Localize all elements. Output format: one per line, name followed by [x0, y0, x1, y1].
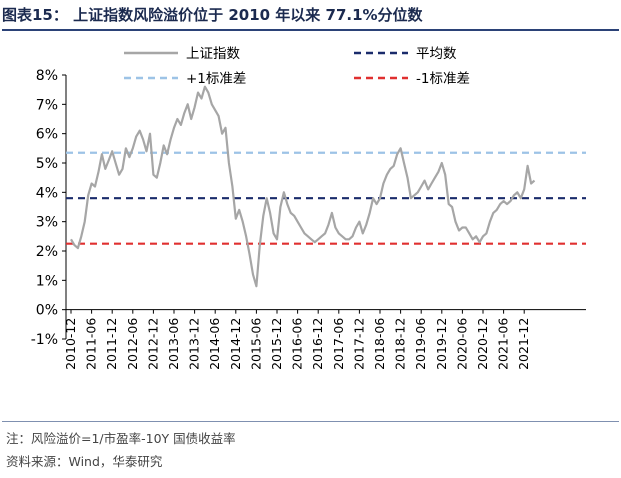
x-tick-label: 2017-12: [351, 318, 366, 370]
legend-mean-label: 平均数: [416, 46, 457, 62]
y-tick-label: 4%: [36, 185, 58, 201]
x-tick-label: 2012-12: [145, 318, 160, 370]
x-tick-label: 2014-12: [228, 318, 243, 370]
x-tick-label: 2013-06: [166, 318, 181, 370]
y-tick-label: -1%: [31, 332, 58, 348]
y-tick-label: 8%: [36, 68, 58, 84]
chart-title: 图表15： 上证指数风险溢价位于 2010 年以来 77.1%分位数: [2, 6, 423, 24]
x-tick-label: 2011-12: [104, 318, 119, 370]
x-tick-label: 2021-12: [516, 318, 531, 370]
y-tick-labels: -1% 0% 1% 2% 3% 4% 5% 6% 7% 8%: [31, 68, 58, 348]
x-tick-label: 2020-06: [454, 318, 469, 370]
x-tick-label: 2013-12: [187, 318, 202, 370]
x-tick-label: 2018-06: [372, 318, 387, 370]
x-tick-label: 2021-06: [496, 318, 511, 370]
x-tick-label: 2020-12: [475, 318, 490, 370]
x-tick-label: 2014-06: [207, 318, 222, 370]
x-tick-label: 2011-06: [84, 318, 99, 370]
x-tick-label: 2015-12: [269, 318, 284, 370]
x-tick-labels: 2010-12 2011-06 2011-12 2012-06 2012-12 2013-…: [63, 318, 531, 370]
title-rule: [2, 29, 619, 31]
legend-minus-1sd-label: -1标准差: [416, 71, 470, 87]
y-tick-label: 2%: [36, 244, 58, 260]
y-tick-label: 6%: [36, 127, 58, 143]
risk-premium-chart: 上证指数 平均数+1标准差 -1标准差 -1%0%1%2%3%4%5%6%7%8% …: [31, 46, 586, 370]
source-note: 资料来源：Wind，华泰研究: [6, 454, 163, 469]
x-tick-label: 2019-12: [434, 318, 449, 370]
x-tick-label: 2016-12: [310, 318, 325, 370]
legend-plus-1sd-label: +1标准差: [186, 71, 246, 87]
y-tick-label: 0%: [36, 303, 58, 319]
x-tick-label: 2015-06: [248, 318, 263, 370]
x-tick-label: 2016-06: [290, 318, 305, 370]
legend-shanghai-index-label: 上证指数: [186, 46, 240, 62]
y-tick-label: 7%: [36, 97, 58, 113]
axes: [62, 74, 586, 340]
x-tick-label: 2018-12: [393, 318, 408, 370]
series-lines: [70, 85, 536, 288]
y-tick-label: 5%: [36, 156, 58, 172]
x-tick-label: 2010-12: [63, 318, 78, 370]
x-tick-label: 2017-06: [331, 318, 346, 370]
shanghai-index-line: [70, 85, 536, 288]
footer-rule: [2, 421, 619, 422]
x-tick-label: 2012-06: [125, 318, 140, 370]
x-tick-label: 2019-06: [413, 318, 428, 370]
y-tick-label: 3%: [36, 215, 58, 231]
footnote: 注：风险溢价=1/市盈率-10Y 国债收益率: [6, 431, 236, 446]
legend: 上证指数 平均数 +1标准差 -1标准差: [124, 46, 470, 87]
y-tick-label: 1%: [36, 273, 58, 289]
